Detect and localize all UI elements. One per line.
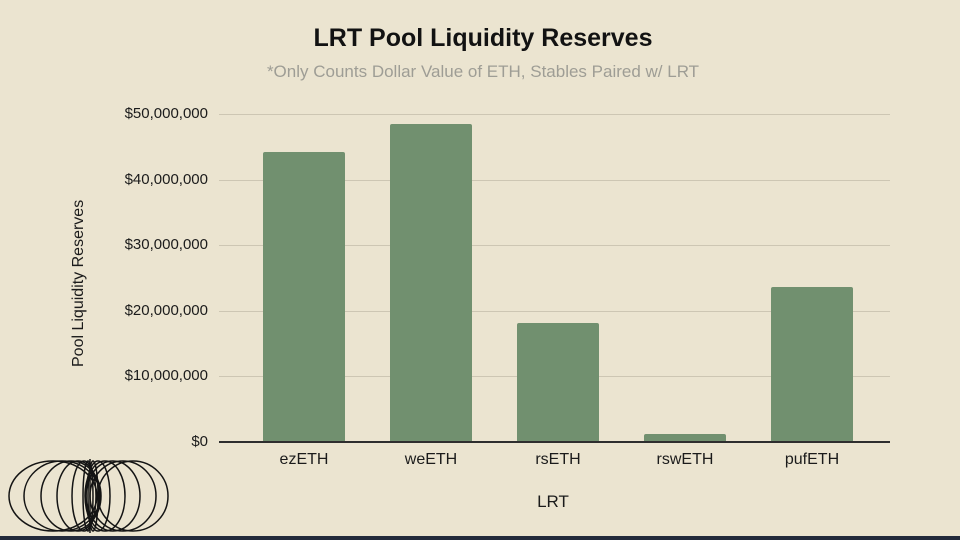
y-axis-title: Pool Liquidity Reserves: [70, 199, 87, 367]
bar-ezETH: [263, 152, 345, 442]
x-tick-label: rswETH: [656, 451, 714, 468]
grid-line: [219, 311, 890, 312]
x-tick-label: pufETH: [784, 451, 840, 468]
bar-rsETH: [517, 323, 599, 442]
footer-bar: [0, 536, 960, 540]
grid-line: [219, 180, 890, 181]
x-axis-line: [219, 441, 890, 443]
x-tick-label: rsETH: [535, 451, 581, 468]
chart-subtitle: *Only Counts Dollar Value of ETH, Stable…: [266, 62, 700, 81]
bar-weETH: [390, 124, 472, 442]
x-tick-label: ezETH: [279, 451, 329, 468]
y-tick-label: $30,000,000: [124, 236, 208, 253]
bar-pufETH: [771, 287, 853, 442]
y-tick-label: $0: [191, 433, 208, 450]
x-axis-title: LRT: [537, 492, 569, 511]
y-tick-label: $10,000,000: [124, 367, 208, 384]
x-tick-label: weETH: [404, 451, 458, 468]
y-tick-label: $20,000,000: [124, 302, 208, 319]
grid-line: [219, 245, 890, 246]
grid-line: [219, 114, 890, 115]
y-tick-label: $50,000,000: [124, 105, 208, 122]
chart-title: LRT Pool Liquidity Reserves: [313, 24, 653, 52]
y-tick-label: $40,000,000: [124, 171, 208, 188]
bar-rswETH: [644, 434, 726, 442]
coil-spring-logo-icon: [8, 459, 169, 533]
